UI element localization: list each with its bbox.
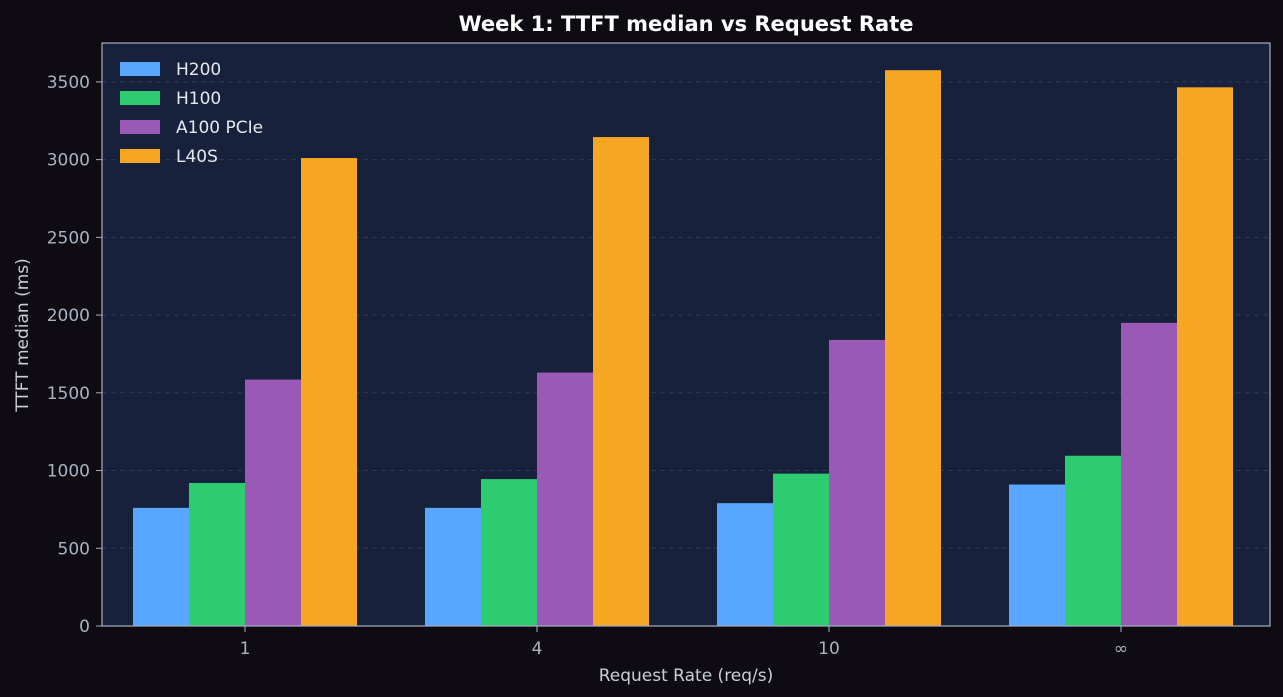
x-axis-ticks: 1 4 10 ∞ (240, 626, 1128, 659)
bar-h100-2 (773, 473, 829, 626)
y-axis-label: TTFT median (ms) (13, 258, 33, 413)
y-axis-ticks: 0 500 1000 1500 2000 2500 3000 3500 (47, 73, 102, 637)
y-tick-label: 500 (58, 539, 90, 559)
plot-frame (101, 42, 1271, 627)
bar-l40s-0 (301, 158, 357, 626)
legend-swatch (120, 91, 160, 105)
bar-l40s-3 (1177, 87, 1233, 627)
y-tick-label: 2000 (47, 306, 90, 326)
y-tick-label: 1000 (47, 462, 90, 482)
bar-l40s-1 (593, 137, 649, 627)
bar-a100-pcie-0 (245, 379, 301, 626)
legend-swatch (120, 120, 160, 134)
bar-h200-2 (717, 503, 773, 626)
bar-a100-pcie-1 (537, 372, 593, 626)
x-tick-label: 4 (532, 639, 543, 659)
bar-a100-pcie-2 (829, 339, 885, 626)
legend: H200 H100 A100 PCIe L40S (120, 60, 263, 167)
legend-label: H200 (176, 60, 221, 80)
chart-title: Week 1: TTFT median vs Request Rate (458, 12, 913, 36)
bar-h200-1 (425, 507, 481, 626)
x-tick-label: ∞ (1114, 639, 1128, 659)
bars (133, 70, 1233, 627)
y-tick-label: 1500 (47, 384, 90, 404)
legend-label: A100 PCIe (176, 118, 263, 138)
bar-h200-0 (133, 507, 189, 626)
x-tick-label: 10 (818, 639, 840, 659)
bar-l40s-2 (885, 70, 941, 626)
y-tick-label: 3000 (47, 151, 90, 171)
bar-a100-pcie-3 (1121, 322, 1177, 626)
legend-label: L40S (176, 147, 218, 167)
legend-label: H100 (176, 89, 221, 109)
bar-h100-3 (1065, 455, 1121, 626)
y-tick-label: 2500 (47, 228, 90, 248)
x-tick-label: 1 (240, 639, 251, 659)
y-tick-label: 0 (79, 617, 90, 637)
bar-h100-0 (189, 482, 245, 626)
x-axis-label: Request Rate (req/s) (599, 666, 774, 686)
y-tick-label: 3500 (47, 73, 90, 93)
bar-h100-1 (481, 479, 537, 626)
bar-h200-3 (1009, 484, 1065, 626)
legend-swatch (120, 149, 160, 163)
legend-swatch (120, 62, 160, 76)
